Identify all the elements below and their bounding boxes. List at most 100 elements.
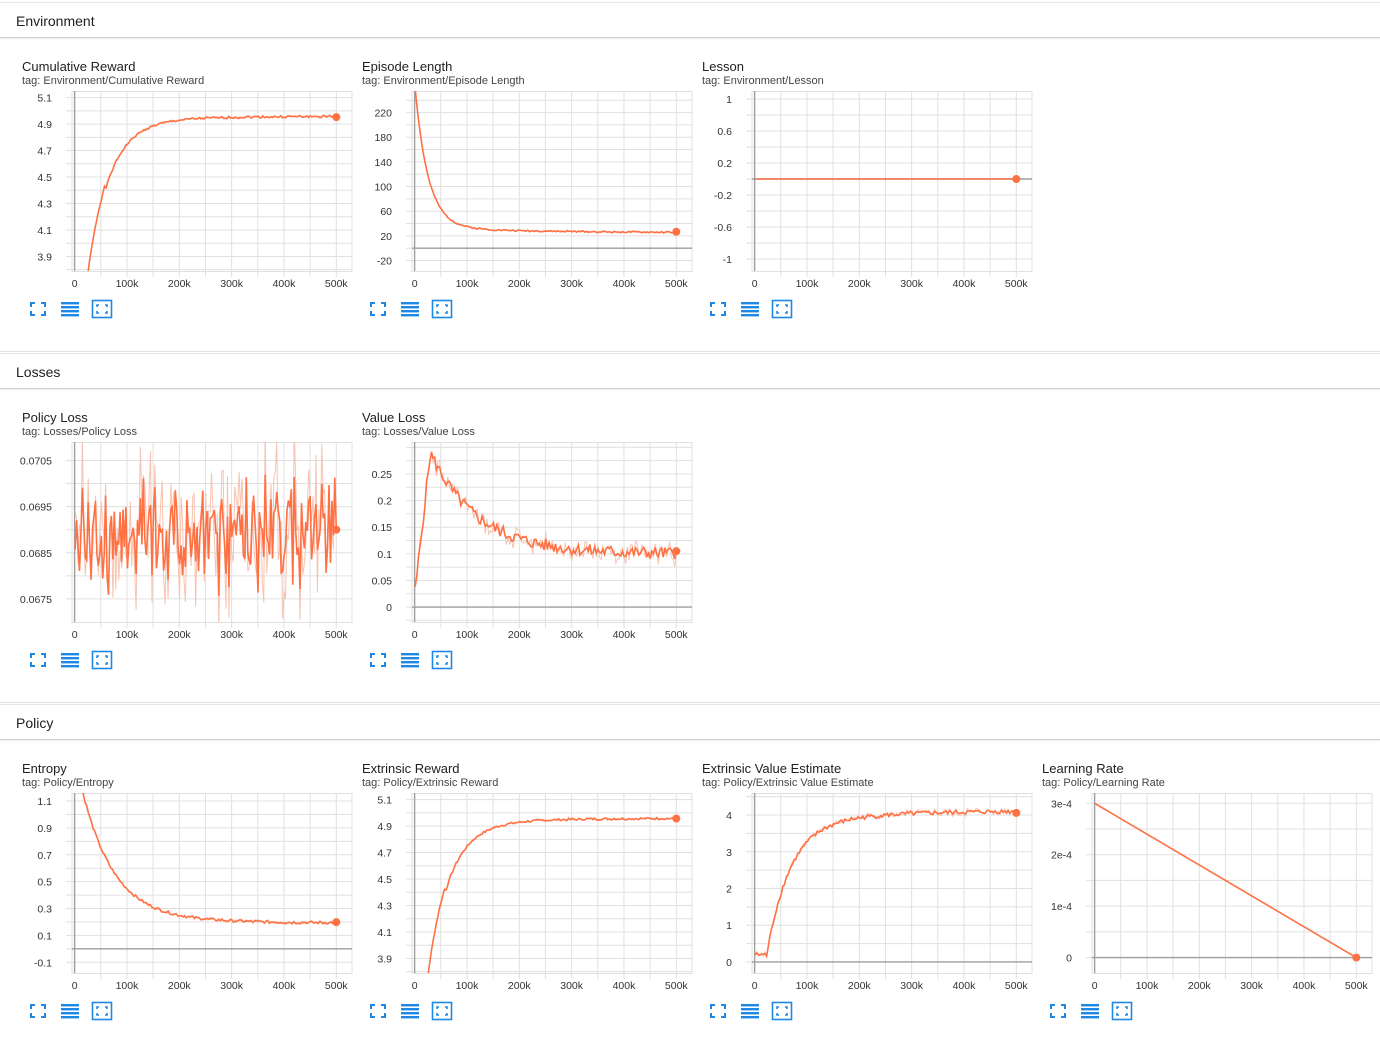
x-tick-label: 200k — [508, 278, 532, 290]
y-tick-label: 3.9 — [37, 251, 52, 263]
x-tick-label: 100k — [456, 980, 480, 992]
x-tick-label: 200k — [168, 980, 192, 992]
toggle-log-scale-button[interactable] — [399, 299, 421, 319]
line-chart[interactable]: 0.0675 0.0685 0.0695 0.0705 0 100k 200k 300k 400… — [0, 442, 356, 644]
toggle-log-scale-button[interactable] — [739, 299, 761, 319]
y-tick-label: 1.1 — [37, 796, 52, 808]
last-point-marker[interactable] — [332, 113, 341, 122]
x-tick-label: 100k — [456, 629, 480, 641]
x-tick-label: 200k — [168, 629, 192, 641]
last-point-marker[interactable] — [1012, 808, 1021, 817]
line-chart[interactable]: 0 0.05 0.1 0.15 0.2 0.25 0 100k 200k 300k 400k 500k — [340, 442, 696, 644]
x-tick-label: 400k — [273, 278, 297, 290]
x-tick-label: 0 — [1092, 980, 1098, 992]
fit-domain-button[interactable] — [431, 650, 453, 670]
last-point-marker[interactable] — [332, 918, 341, 927]
toggle-log-scale-button[interactable] — [399, 650, 421, 670]
last-point-marker[interactable] — [672, 227, 681, 236]
x-tick-label: 0 — [412, 980, 418, 992]
fullscreen-button[interactable] — [367, 650, 389, 670]
line-chart[interactable]: 0 1e-4 2e-4 3e-4 0 100k 200k 300k 400k 500k — [1020, 793, 1376, 995]
fit-domain-button[interactable] — [431, 299, 453, 319]
fullscreen-button[interactable] — [1047, 1001, 1069, 1021]
lines-icon — [401, 1004, 419, 1019]
last-point-marker[interactable] — [1012, 175, 1021, 183]
fit-domain-button[interactable] — [431, 1001, 453, 1021]
plot-frame — [411, 442, 693, 623]
fullscreen-icon — [30, 302, 46, 316]
series-group — [74, 442, 338, 622]
chart-tag: tag: Losses/Policy Loss — [22, 426, 137, 438]
x-tick-label: 500k — [665, 629, 689, 641]
toggle-log-scale-button[interactable] — [59, 299, 81, 319]
y-tick-label: 3e-4 — [1051, 798, 1072, 810]
toggle-log-scale-button[interactable] — [59, 1001, 81, 1021]
fullscreen-button[interactable] — [367, 1001, 389, 1021]
toggle-log-scale-button[interactable] — [59, 650, 81, 670]
line-chart[interactable]: -1 -0.6 -0.2 0.2 0.6 1 0 100k 200k 300k 400k 500k — [680, 91, 1036, 293]
last-point-marker[interactable] — [332, 525, 341, 534]
last-point-marker[interactable] — [1352, 953, 1361, 962]
toggle-log-scale-button[interactable] — [399, 1001, 421, 1021]
last-point-marker[interactable] — [672, 814, 681, 823]
y-tick-label: 3.9 — [377, 953, 392, 965]
x-tick-label: 300k — [900, 980, 924, 992]
fit-domain-button[interactable] — [91, 650, 113, 670]
toggle-log-scale-button[interactable] — [739, 1001, 761, 1021]
fit-domain-button[interactable] — [1111, 1001, 1133, 1021]
fit-domain-button[interactable] — [91, 1001, 113, 1021]
x-tick-label: 0 — [72, 980, 78, 992]
fit-domain-button[interactable] — [771, 299, 793, 319]
lines-icon — [61, 302, 79, 317]
line-chart[interactable]: -20 20 60 100 140 180 220 0 100k 200k 300k 400k 500k — [340, 91, 696, 293]
x-tick-label: 500k — [325, 629, 349, 641]
x-tick-label: 500k — [1345, 980, 1369, 992]
x-tick-label: 300k — [220, 278, 244, 290]
smoothed-series-line — [414, 451, 678, 587]
line-chart[interactable]: 3.9 4.1 4.3 4.5 4.7 4.9 5.1 0 100k 200k 300k 400k 50… — [340, 793, 696, 995]
line-chart[interactable]: 3.9 4.1 4.3 4.5 4.7 4.9 5.1 0 100k 200k 300k 400k 50… — [0, 91, 356, 293]
fit-domain-button[interactable] — [771, 1001, 793, 1021]
fit-domain-icon — [431, 1001, 453, 1021]
section-header-losses[interactable]: Losses — [0, 353, 1380, 389]
x-tick-label: 300k — [560, 980, 584, 992]
x-tick-label: 100k — [796, 980, 820, 992]
fullscreen-button[interactable] — [27, 299, 49, 319]
x-tick-label: 400k — [1293, 980, 1317, 992]
fullscreen-icon — [370, 302, 386, 316]
x-tick-label: 300k — [560, 629, 584, 641]
fit-domain-button[interactable] — [91, 299, 113, 319]
chart-card-learning-rate: Learning Rate tag: Policy/Learning Rate 0 1… — [1020, 761, 1373, 1051]
line-chart[interactable]: 0 1 2 3 4 0 100k 200k 300k 400k 500k — [680, 793, 1036, 995]
section-header-policy[interactable]: Policy — [0, 704, 1380, 740]
y-tick-label: 60 — [380, 206, 392, 218]
line-chart[interactable]: -0.1 0.1 0.3 0.5 0.7 0.9 1.1 0 100k 200k 300k 400k 5… — [0, 793, 356, 995]
y-tick-label: 4.5 — [37, 172, 52, 184]
x-tick-label: 400k — [273, 980, 297, 992]
toggle-log-scale-button[interactable] — [1079, 1001, 1101, 1021]
x-tick-label: 300k — [560, 278, 584, 290]
fullscreen-button[interactable] — [27, 650, 49, 670]
x-tick-label: 500k — [1005, 980, 1029, 992]
fullscreen-button[interactable] — [367, 299, 389, 319]
fullscreen-button[interactable] — [707, 299, 729, 319]
x-tick-label: 100k — [116, 980, 140, 992]
y-tick-label: 100 — [374, 182, 392, 194]
x-tick-label: 300k — [220, 980, 244, 992]
plot-frame — [71, 793, 353, 974]
plot-frame — [71, 91, 353, 272]
y-tick-label: 5.1 — [377, 795, 392, 807]
y-tick-label: 0.1 — [377, 549, 392, 561]
x-tick-label: 100k — [456, 278, 480, 290]
lines-icon — [61, 1004, 79, 1019]
x-tick-label: 500k — [665, 278, 689, 290]
fullscreen-button[interactable] — [707, 1001, 729, 1021]
fullscreen-button[interactable] — [27, 1001, 49, 1021]
y-tick-label: 4.9 — [377, 821, 392, 833]
chart-card-lesson: Lesson tag: Environment/Lesson -1 -0.6 -0.2 0… — [680, 59, 1033, 349]
y-tick-label: -0.6 — [714, 222, 732, 234]
section-header-environment[interactable]: Environment — [0, 2, 1380, 38]
y-tick-label: 0.5 — [37, 877, 52, 889]
last-point-marker[interactable] — [672, 547, 681, 556]
y-tick-label: 0.1 — [37, 930, 52, 942]
